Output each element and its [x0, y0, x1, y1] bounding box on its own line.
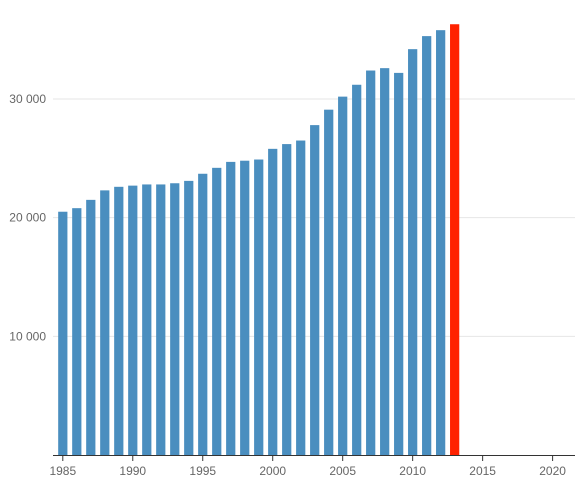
- bar: [352, 84, 362, 455]
- bar: [142, 184, 152, 455]
- x-tick-label: 2020: [539, 464, 566, 478]
- y-tick-label: 30 000: [9, 92, 46, 106]
- bar: [324, 109, 334, 456]
- x-axis-ticks: 1985 1990 1995 2000 2005 2010 2015 2020: [49, 455, 566, 478]
- y-axis-labels: 10 000 20 000 30 000: [9, 92, 46, 343]
- bar: [422, 36, 432, 456]
- bar: [254, 159, 264, 455]
- bar: [212, 167, 222, 455]
- bar: [114, 186, 124, 455]
- bar: [198, 173, 208, 455]
- bar: [100, 190, 110, 455]
- bar: [296, 140, 306, 455]
- highlighted-bar: [450, 24, 460, 456]
- bar: [408, 49, 418, 455]
- bar: [156, 184, 166, 455]
- x-tick-label: 2000: [259, 464, 286, 478]
- bar: [58, 211, 68, 455]
- bar: [72, 208, 82, 455]
- x-tick-label: 1985: [49, 464, 76, 478]
- bar: [338, 96, 348, 455]
- bar: [184, 180, 194, 455]
- bar: [240, 160, 250, 455]
- x-tick-label: 1990: [119, 464, 146, 478]
- x-tick-label: 2005: [329, 464, 356, 478]
- bar: [170, 183, 180, 455]
- bar: [394, 72, 404, 455]
- bar: [226, 161, 236, 455]
- x-tick-label: 1995: [189, 464, 216, 478]
- y-tick-label: 10 000: [9, 329, 46, 343]
- bar: [366, 70, 376, 456]
- bar: [282, 144, 292, 455]
- bar: [310, 125, 320, 456]
- bar: [436, 30, 446, 455]
- bar: [268, 148, 278, 455]
- bar: [380, 68, 390, 456]
- bar: [86, 199, 96, 455]
- x-tick-label: 2010: [399, 464, 426, 478]
- bars: [58, 24, 460, 456]
- y-tick-label: 20 000: [9, 211, 46, 225]
- bar: [128, 185, 138, 455]
- x-tick-label: 2015: [469, 464, 496, 478]
